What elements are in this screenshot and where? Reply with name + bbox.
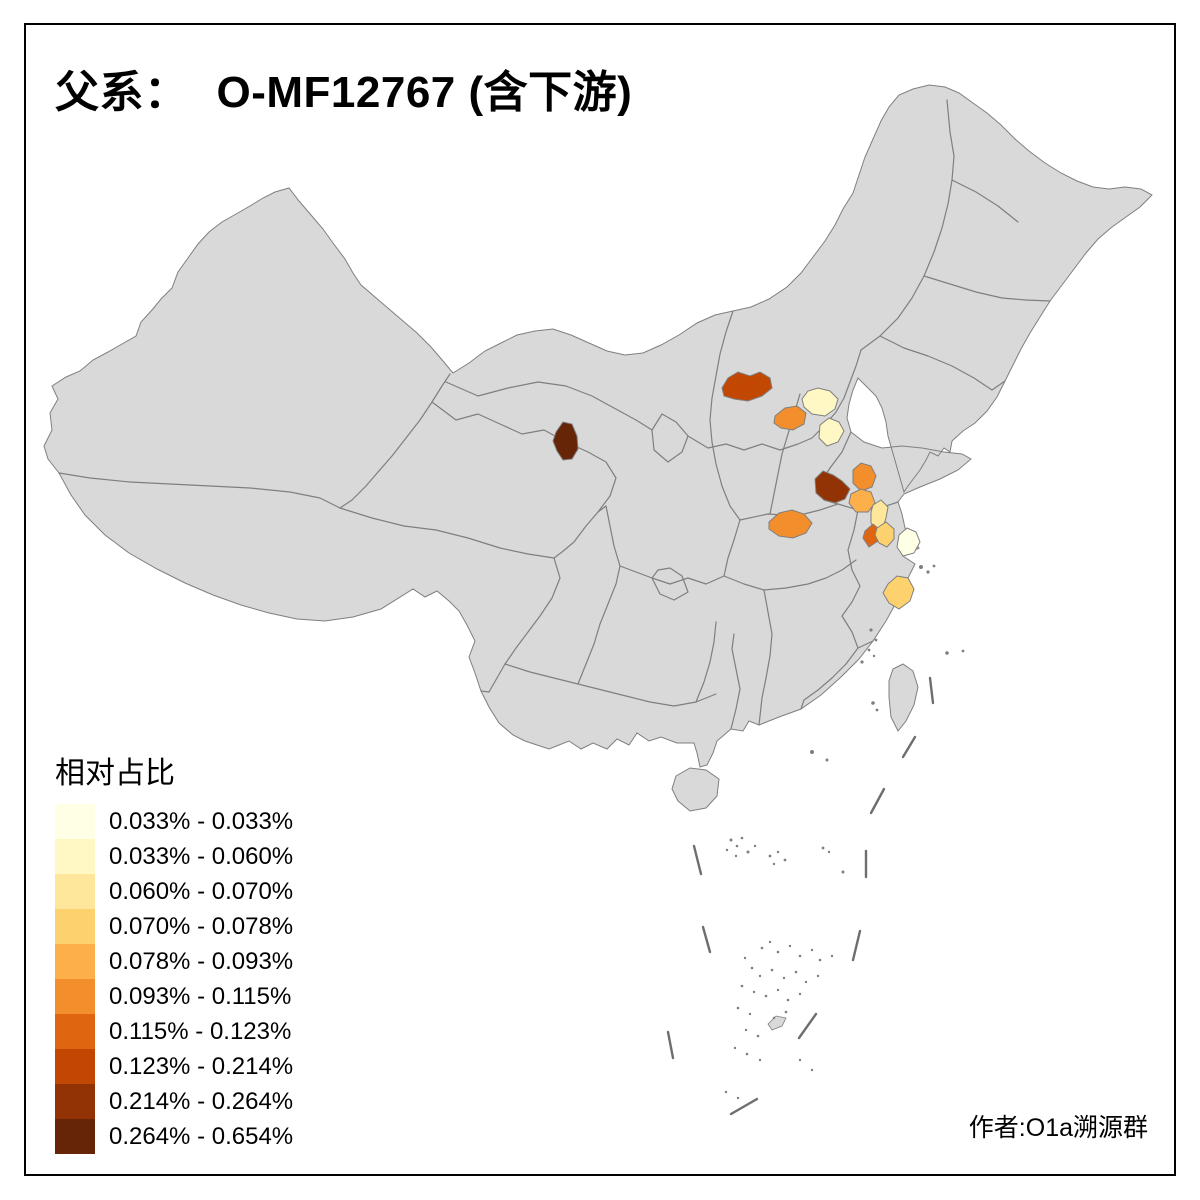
legend-swatch [55, 1084, 95, 1119]
shaded-region-r6 [814, 470, 851, 504]
shaded-region-r13 [896, 527, 921, 557]
shaded-region-r14 [882, 575, 915, 610]
shaded-region-r4 [773, 405, 807, 431]
china-outline [43, 84, 1153, 768]
legend-item-label: 0.093% - 0.115% [109, 983, 292, 1010]
taiwan-island [888, 663, 919, 732]
nine-dash-line [666, 676, 935, 1116]
shaded-region-r9 [768, 509, 813, 539]
legend-item-label: 0.115% - 0.123% [109, 1018, 292, 1045]
legend-item-label: 0.033% - 0.033% [109, 808, 294, 835]
legend-swatch [55, 874, 95, 909]
legend-swatch [55, 909, 95, 944]
legend-item-label: 0.264% - 0.654% [109, 1123, 294, 1150]
islands [671, 564, 965, 1100]
paracel-islands [725, 836, 845, 874]
legend-item: 0.123% - 0.214% [55, 1049, 293, 1084]
legend-item: 0.070% - 0.078% [55, 909, 293, 944]
legend-item-label: 0.078% - 0.093% [109, 948, 294, 975]
legend-item: 0.214% - 0.264% [55, 1084, 293, 1119]
coastal-islets [810, 564, 965, 762]
legend-swatch [55, 1014, 95, 1049]
legend-item: 0.115% - 0.123% [55, 1014, 293, 1049]
south-sea-islet [767, 1015, 787, 1031]
legend-swatch [55, 979, 95, 1014]
author-credit: 作者:O1a溯源群 [968, 1114, 1148, 1142]
spratly-islands [724, 940, 834, 1100]
shaded-region-r12 [874, 521, 895, 548]
legend-swatch [55, 839, 95, 874]
legend-item: 0.060% - 0.070% [55, 874, 293, 909]
legend-item: 0.033% - 0.060% [55, 839, 293, 874]
legend-item-label: 0.123% - 0.214% [109, 1053, 294, 1080]
legend-item: 0.264% - 0.654% [55, 1119, 293, 1154]
legend-rows: 0.033% - 0.033% 0.033% - 0.060% 0.060% - 0… [55, 804, 293, 1154]
legend-swatch [55, 944, 95, 979]
legend-swatch [55, 1049, 95, 1084]
shaded-region-r2 [801, 387, 839, 417]
shaded-region-r3 [818, 417, 845, 447]
hainan-island [671, 767, 720, 812]
mainland-landmass [43, 84, 1153, 768]
shaded-region-r1 [721, 371, 773, 402]
legend-item: 0.093% - 0.115% [55, 979, 293, 1014]
map-legend: 相对占比 0.033% - 0.033% 0.033% - 0.060% 0.060… [55, 748, 293, 1154]
legend-item-label: 0.214% - 0.264% [109, 1088, 294, 1115]
legend-item-label: 0.033% - 0.060% [109, 843, 294, 870]
legend-item: 0.033% - 0.033% [55, 804, 293, 839]
legend-item-label: 0.060% - 0.070% [109, 878, 294, 905]
title-prefix: 父系： [55, 68, 189, 117]
legend-title: 相对占比 [55, 757, 175, 790]
legend-item-label: 0.070% - 0.078% [109, 913, 294, 940]
legend-swatch [55, 1119, 95, 1154]
page-title: 父系： O-MF12767 (含下游) [55, 56, 632, 120]
legend-item: 0.078% - 0.093% [55, 944, 293, 979]
title-haplogroup: O-MF12767 (含下游) [216, 68, 633, 117]
shaded-region-r5 [552, 421, 579, 461]
shaded-regions-layer [552, 371, 921, 610]
shaded-region-r7 [852, 462, 877, 492]
shaded-region-r8 [848, 488, 876, 513]
legend-swatch [55, 804, 95, 839]
